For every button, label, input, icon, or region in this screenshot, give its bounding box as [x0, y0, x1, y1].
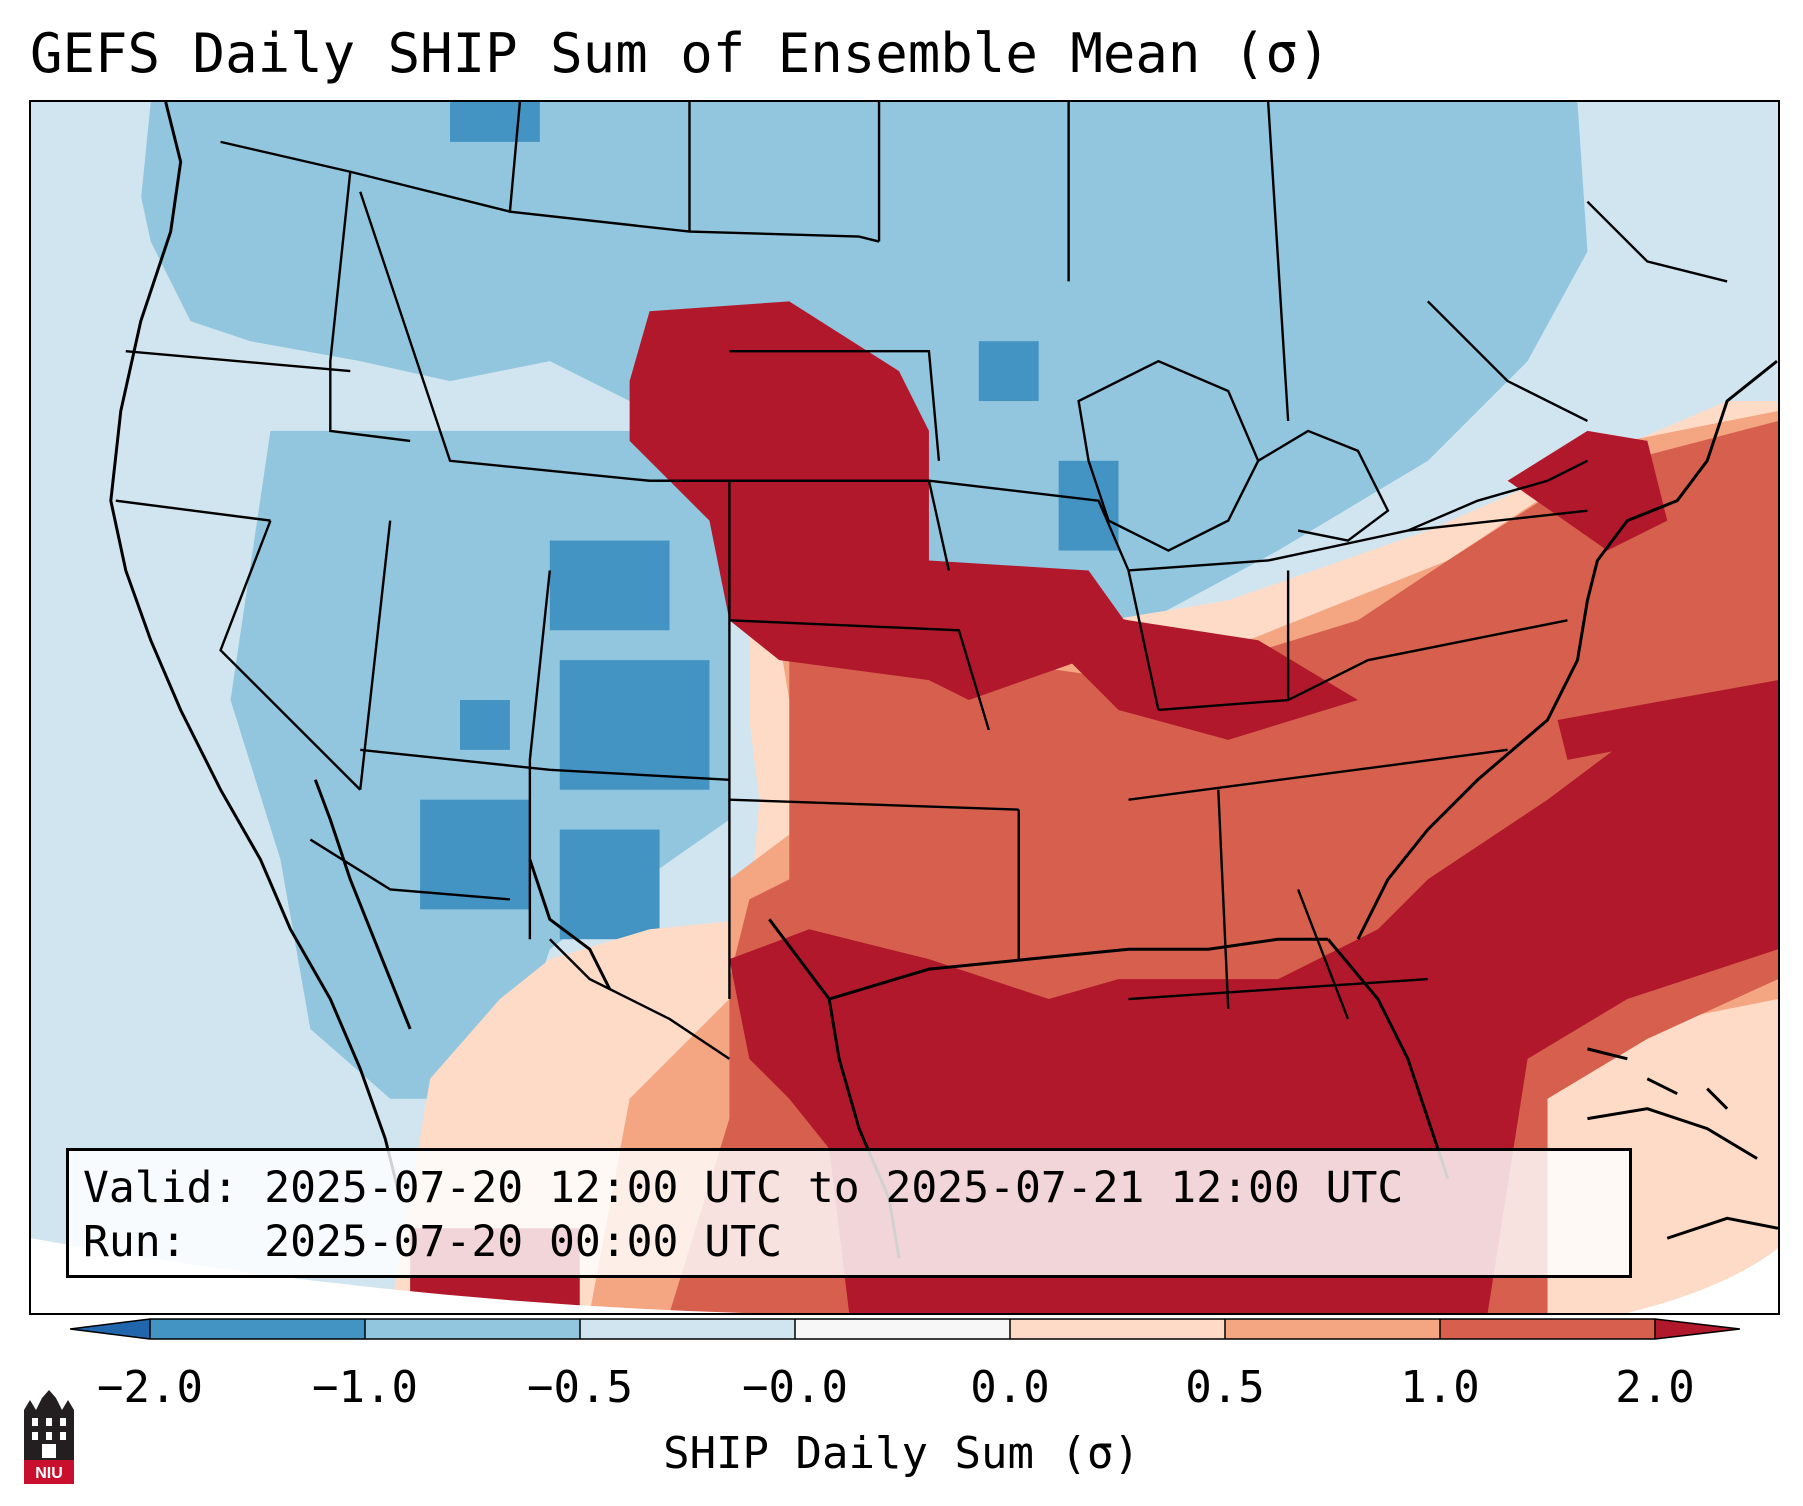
colorbar-segment: [150, 1319, 365, 1339]
map-panel[interactable]: [29, 100, 1780, 1315]
colorbar-segment: [795, 1319, 1010, 1339]
state-borders: [115, 102, 1728, 1060]
colorbar: [70, 1318, 1740, 1340]
valid-time-line: Valid: 2025-07-20 12:00 UTC to 2025-07-2…: [83, 1163, 1404, 1213]
ocean-light-blue: [31, 102, 371, 1249]
colorbar-tick-label: −0.0: [742, 1362, 848, 1413]
colorbar-min-extension: [70, 1319, 150, 1339]
colorbar-tick-label: −0.5: [527, 1362, 633, 1413]
colorbar-tick-label: −2.0: [97, 1362, 203, 1413]
colorbar-segment: [365, 1319, 580, 1339]
colorbar-tick-label: 0.0: [970, 1362, 1050, 1413]
colorbar-segment: [1010, 1319, 1225, 1339]
colorbar-tick-label: 1.0: [1400, 1362, 1480, 1413]
ship-anomaly-map: [31, 102, 1778, 1313]
colorbar-segment: [580, 1319, 795, 1339]
colorbar-tick-label: −1.0: [312, 1362, 418, 1413]
colorbar-segment: [1225, 1319, 1440, 1339]
colorbar-label: SHIP Daily Sum (σ): [663, 1428, 1140, 1479]
logo-text: NIU: [35, 1465, 63, 1482]
outside-domain-white: [31, 1238, 1778, 1313]
colorbar-segment: [1440, 1319, 1655, 1339]
colorbar-tick-label: 0.5: [1185, 1362, 1265, 1413]
map-title: GEFS Daily SHIP Sum of Ensemble Mean (σ): [30, 22, 1331, 85]
niu-castle-logo-icon: NIU: [24, 1390, 74, 1484]
colorbar-max-extension: [1655, 1319, 1740, 1339]
validity-info-box: Valid: 2025-07-20 12:00 UTC to 2025-07-2…: [66, 1148, 1632, 1278]
run-time-line: Run: 2025-07-20 00:00 UTC: [83, 1217, 782, 1267]
coastlines: [109, 102, 1778, 1259]
colorbar-tick-label: 2.0: [1615, 1362, 1695, 1413]
